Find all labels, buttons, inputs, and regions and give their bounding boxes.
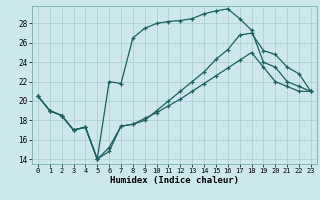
X-axis label: Humidex (Indice chaleur): Humidex (Indice chaleur) [110, 176, 239, 185]
